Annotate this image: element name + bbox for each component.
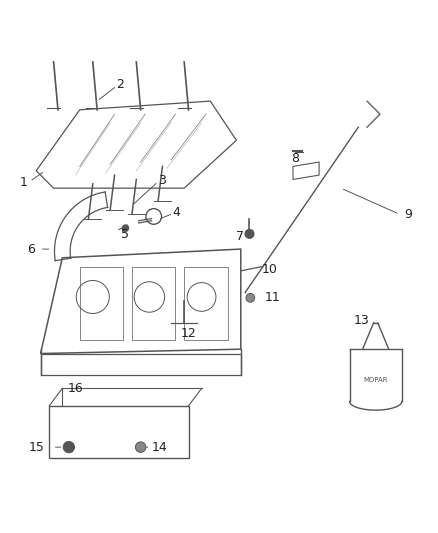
- Circle shape: [63, 441, 74, 453]
- Circle shape: [245, 230, 254, 238]
- Text: 1: 1: [20, 176, 28, 189]
- Text: 4: 4: [173, 206, 181, 219]
- Text: 9: 9: [404, 208, 412, 221]
- Circle shape: [135, 442, 146, 453]
- Text: MOPAR: MOPAR: [364, 377, 388, 383]
- Text: 12: 12: [180, 327, 196, 341]
- Text: 10: 10: [261, 263, 277, 277]
- Text: 16: 16: [67, 382, 83, 395]
- Text: 8: 8: [291, 152, 299, 165]
- Text: 13: 13: [353, 314, 369, 327]
- Circle shape: [122, 225, 129, 232]
- Text: 5: 5: [121, 228, 129, 241]
- Text: 14: 14: [152, 441, 167, 454]
- Text: 2: 2: [116, 78, 124, 91]
- Text: 3: 3: [159, 174, 166, 187]
- Text: 11: 11: [265, 292, 280, 304]
- Text: 7: 7: [236, 230, 244, 243]
- Text: 6: 6: [27, 243, 35, 256]
- Circle shape: [246, 294, 254, 302]
- Text: 15: 15: [29, 441, 45, 454]
